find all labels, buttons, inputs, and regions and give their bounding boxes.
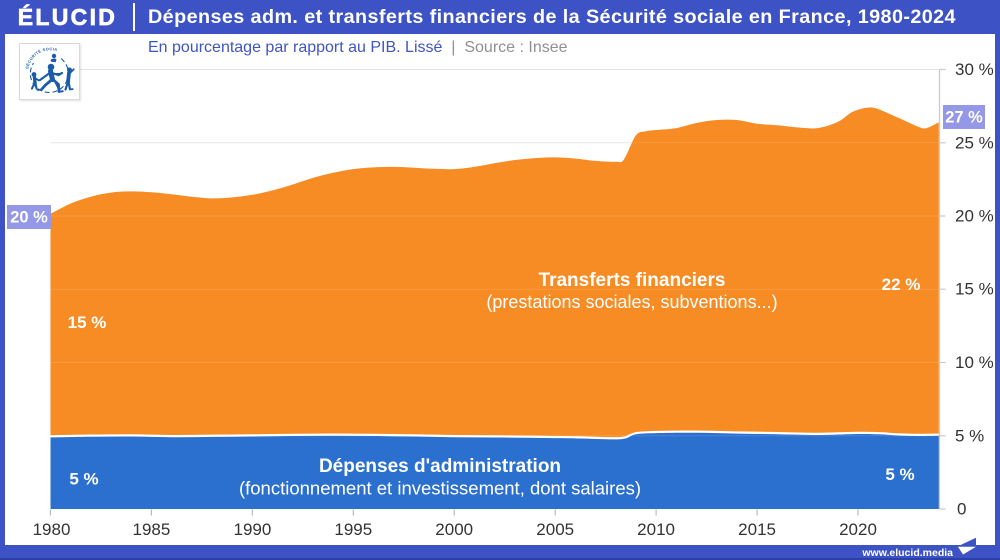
svg-text:2020: 2020 <box>839 520 877 539</box>
svg-text:1980: 1980 <box>33 520 71 539</box>
svg-text:1990: 1990 <box>233 520 271 539</box>
svg-text:30 %: 30 % <box>955 60 994 79</box>
svg-text:2015: 2015 <box>738 520 776 539</box>
svg-text:1985: 1985 <box>132 520 170 539</box>
svg-text:25 %: 25 % <box>955 133 994 152</box>
svg-text:5 %: 5 % <box>69 470 98 489</box>
svg-text:20 %: 20 % <box>10 209 48 227</box>
svg-text:10 %: 10 % <box>955 353 994 372</box>
svg-text:20 %: 20 % <box>955 207 994 226</box>
svg-text:0: 0 <box>957 500 966 519</box>
svg-text:27 %: 27 % <box>945 109 983 127</box>
svg-text:2010: 2010 <box>637 520 675 539</box>
svg-text:(prestations sociales, subvent: (prestations sociales, subventions...) <box>486 292 777 312</box>
svg-text:Transferts financiers: Transferts financiers <box>539 270 726 291</box>
svg-text:2000: 2000 <box>435 520 473 539</box>
svg-text:15 %: 15 % <box>955 280 994 299</box>
svg-text:Dépenses d'administration: Dépenses d'administration <box>319 456 561 477</box>
svg-text:5 %: 5 % <box>955 426 984 445</box>
svg-text:5 %: 5 % <box>885 465 914 484</box>
svg-text:22 %: 22 % <box>882 275 921 294</box>
svg-text:2005: 2005 <box>536 520 574 539</box>
svg-text:1995: 1995 <box>334 520 372 539</box>
svg-text:15 %: 15 % <box>68 313 107 332</box>
svg-text:(fonctionnement et investissem: (fonctionnement et investissement, dont … <box>239 478 641 499</box>
